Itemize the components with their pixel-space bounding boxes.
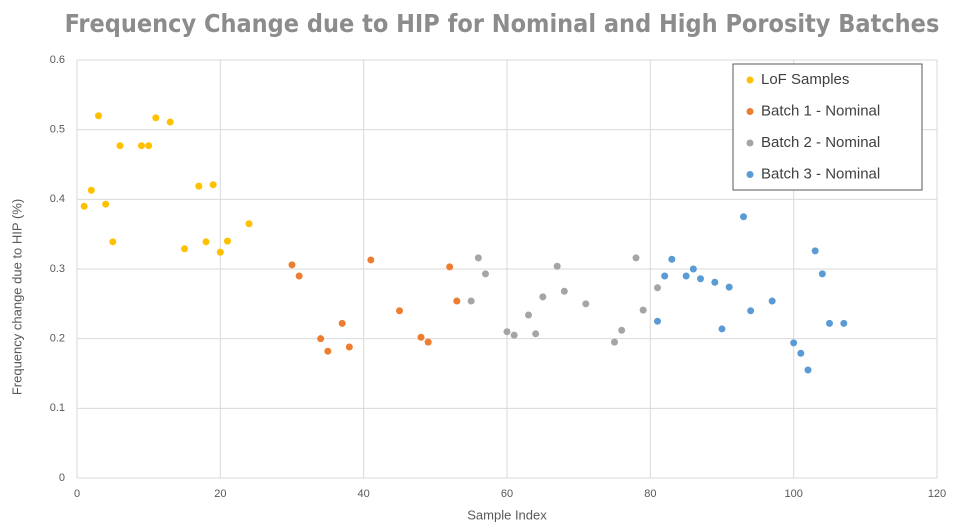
point [818, 270, 826, 278]
y-tick-label: 0.1 [50, 402, 65, 414]
point [367, 256, 375, 264]
point [632, 254, 640, 262]
point [338, 319, 346, 327]
point [618, 326, 626, 334]
y-tick-label: 0.6 [50, 54, 65, 66]
point [396, 307, 403, 315]
point [697, 275, 704, 283]
point [166, 118, 174, 126]
point [582, 300, 590, 308]
point [611, 338, 618, 346]
point [324, 347, 332, 355]
point [553, 262, 561, 270]
point [109, 238, 117, 246]
legend-label: LoF Samples [761, 71, 849, 88]
x-axis-title: Sample Index [467, 507, 547, 522]
point [840, 319, 848, 327]
point [811, 247, 819, 255]
point [560, 287, 568, 295]
point [503, 328, 511, 336]
legend-label: Batch 1 - Nominal [761, 102, 880, 119]
point [102, 200, 110, 208]
point [467, 297, 475, 305]
legend-label: Batch 2 - Nominal [761, 134, 880, 151]
point [532, 330, 540, 338]
point [80, 202, 88, 210]
point [747, 307, 755, 315]
point [345, 343, 353, 351]
point [826, 319, 833, 327]
point [661, 272, 669, 280]
legend-marker [746, 171, 754, 178]
point [482, 270, 489, 278]
point [145, 142, 153, 150]
y-tick-label: 0.2 [50, 333, 65, 345]
point [95, 112, 102, 120]
point [138, 142, 145, 150]
x-tick-label: 20 [214, 488, 226, 500]
point [195, 182, 203, 190]
legend-box [732, 63, 923, 191]
point [797, 349, 805, 357]
point [216, 248, 224, 256]
legend-marker [746, 76, 754, 84]
legend-marker [746, 108, 754, 115]
point [288, 261, 296, 269]
point [790, 339, 798, 347]
point [446, 263, 454, 271]
x-tick-label: 120 [928, 488, 946, 500]
legend-marker [746, 139, 754, 147]
point [539, 293, 547, 301]
y-tick-label: 0 [59, 472, 65, 484]
x-tick-label: 40 [358, 488, 370, 500]
point [654, 284, 661, 292]
point [725, 283, 733, 291]
point [768, 297, 776, 305]
point [718, 325, 726, 333]
chart-title: Frequency Change due to HIP for Nominal … [65, 9, 940, 38]
x-tick-label: 100 [784, 488, 802, 500]
point [209, 181, 217, 189]
point [510, 331, 518, 339]
y-axis-title: Frequency change due to HIP (%) [9, 199, 24, 395]
x-tick-label: 0 [74, 488, 80, 500]
point [181, 245, 188, 253]
point [740, 213, 747, 221]
point [317, 335, 325, 343]
point [639, 306, 647, 314]
point [682, 272, 690, 280]
point [424, 338, 432, 346]
point [804, 366, 812, 374]
legend-label: Batch 3 - Nominal [761, 165, 880, 182]
point [224, 237, 231, 245]
point [116, 142, 124, 150]
point [87, 186, 95, 194]
point [152, 114, 160, 122]
point [453, 297, 461, 305]
point [654, 317, 661, 325]
point [295, 272, 303, 280]
point [417, 333, 425, 341]
point [689, 265, 697, 273]
y-tick-label: 0.4 [50, 193, 65, 205]
y-tick-label: 0.5 [50, 124, 65, 136]
point [525, 311, 532, 319]
point [245, 220, 253, 228]
point [668, 255, 676, 263]
point [202, 238, 210, 246]
point [711, 278, 719, 286]
x-tick-label: 60 [501, 488, 513, 500]
point [474, 254, 482, 262]
x-tick-label: 80 [644, 488, 656, 500]
y-tick-label: 0.3 [50, 263, 65, 275]
